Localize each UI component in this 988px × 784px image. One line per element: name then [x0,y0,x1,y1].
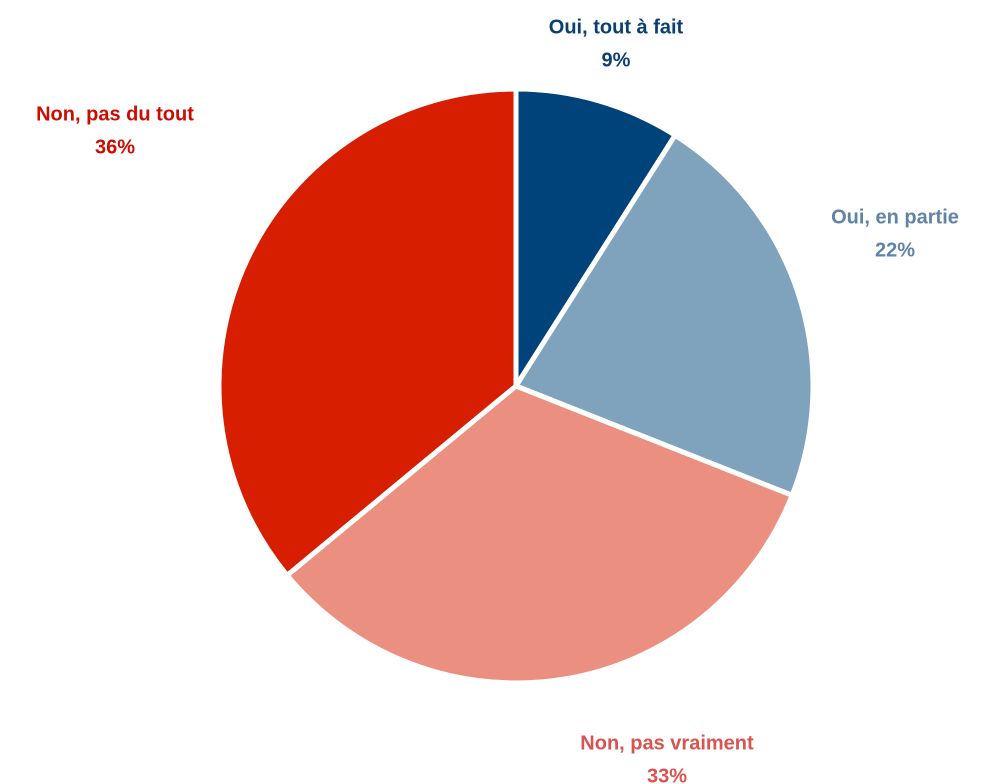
slice-value-label: 9% [602,49,631,71]
slice-category: Non, pas du tout [36,103,194,125]
pie-slice [513,86,678,389]
pie-slice [284,383,795,686]
slice-category: Oui, en partie [831,206,959,228]
slice-category: Oui, tout à fait [549,16,684,38]
slice-value-label: 22% [875,239,915,261]
pie-slice [513,132,816,498]
pie-slice [216,86,519,578]
slice-value-label: 33% [647,765,687,784]
slice-category: Non, pas vraiment [580,732,754,754]
slice-value-label: 36% [95,136,135,158]
